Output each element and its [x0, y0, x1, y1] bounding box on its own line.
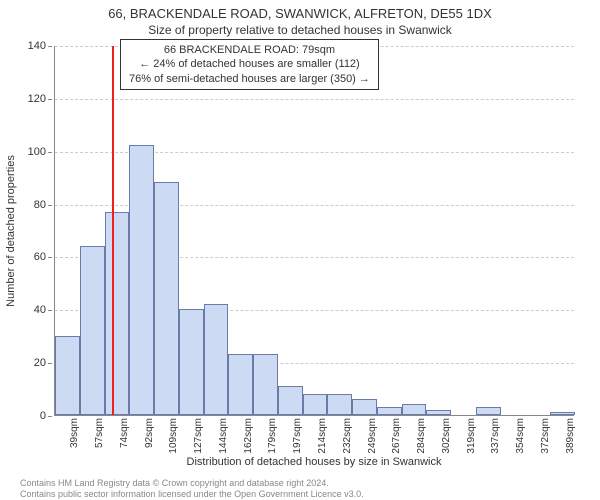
marker-line	[112, 46, 114, 415]
x-tick: 57sqm	[94, 418, 105, 448]
x-tick: 372sqm	[540, 418, 551, 454]
y-tick: 20	[0, 357, 46, 369]
bar	[55, 336, 80, 415]
bar	[377, 407, 402, 415]
annotation-box: 66 BRACKENDALE ROAD: 79sqm ← 24% of deta…	[120, 39, 379, 90]
x-tick: 389sqm	[565, 418, 576, 454]
footer-line-2: Contains public sector information licen…	[20, 489, 364, 499]
y-tick: 60	[0, 251, 46, 263]
x-tick: 302sqm	[441, 418, 452, 454]
bar	[154, 182, 179, 415]
x-tick: 197sqm	[292, 418, 303, 454]
bar	[278, 386, 303, 415]
bar	[253, 354, 278, 415]
footer: Contains HM Land Registry data © Crown c…	[20, 478, 364, 499]
bar	[303, 394, 328, 415]
bar	[228, 354, 253, 415]
annotation-line-3: 76% of semi-detached houses are larger (…	[129, 72, 370, 86]
bar	[550, 412, 575, 415]
bar	[129, 145, 154, 415]
y-tick: 80	[0, 199, 46, 211]
x-tick: 267sqm	[391, 418, 402, 454]
y-tick: 140	[0, 40, 46, 52]
y-axis: 020406080100120140	[0, 46, 50, 416]
chart-subtitle: Size of property relative to detached ho…	[0, 21, 600, 37]
x-tick: 179sqm	[267, 418, 278, 454]
bar	[426, 410, 451, 415]
bar	[352, 399, 377, 415]
y-tick: 40	[0, 304, 46, 316]
x-tick: 354sqm	[515, 418, 526, 454]
x-tick: 337sqm	[490, 418, 501, 454]
x-tick: 92sqm	[144, 418, 155, 448]
x-tick: 109sqm	[168, 418, 179, 454]
x-tick: 249sqm	[367, 418, 378, 454]
x-tick: 144sqm	[218, 418, 229, 454]
bar	[179, 309, 204, 415]
x-tick: 127sqm	[193, 418, 204, 454]
x-tick: 162sqm	[243, 418, 254, 454]
bar	[204, 304, 229, 415]
annotation-line-1: 66 BRACKENDALE ROAD: 79sqm	[129, 43, 370, 57]
x-tick: 284sqm	[416, 418, 427, 454]
plot-area	[54, 46, 574, 416]
x-axis: 39sqm 57sqm 74sqm 92sqm 109sqm 127sqm 144sqm 16…	[54, 416, 574, 460]
bars-group	[55, 46, 574, 415]
annotation-line-2: ← 24% of detached houses are smaller (11…	[129, 57, 370, 71]
x-tick: 232sqm	[342, 418, 353, 454]
bar	[327, 394, 352, 415]
x-tick: 74sqm	[119, 418, 130, 448]
footer-line-1: Contains HM Land Registry data © Crown c…	[20, 478, 364, 488]
y-tick: 0	[0, 410, 46, 422]
bar	[105, 212, 130, 416]
x-tick: 319sqm	[466, 418, 477, 454]
x-tick: 39sqm	[69, 418, 80, 448]
bar	[402, 404, 427, 415]
x-axis-label: Distribution of detached houses by size …	[54, 456, 574, 468]
x-tick: 214sqm	[317, 418, 328, 454]
chart-title: 66, BRACKENDALE ROAD, SWANWICK, ALFRETON…	[0, 0, 600, 21]
y-tick: 100	[0, 146, 46, 158]
y-tick: 120	[0, 93, 46, 105]
chart-container: 66, BRACKENDALE ROAD, SWANWICK, ALFRETON…	[0, 0, 600, 500]
bar	[80, 246, 105, 415]
bar	[476, 407, 501, 415]
